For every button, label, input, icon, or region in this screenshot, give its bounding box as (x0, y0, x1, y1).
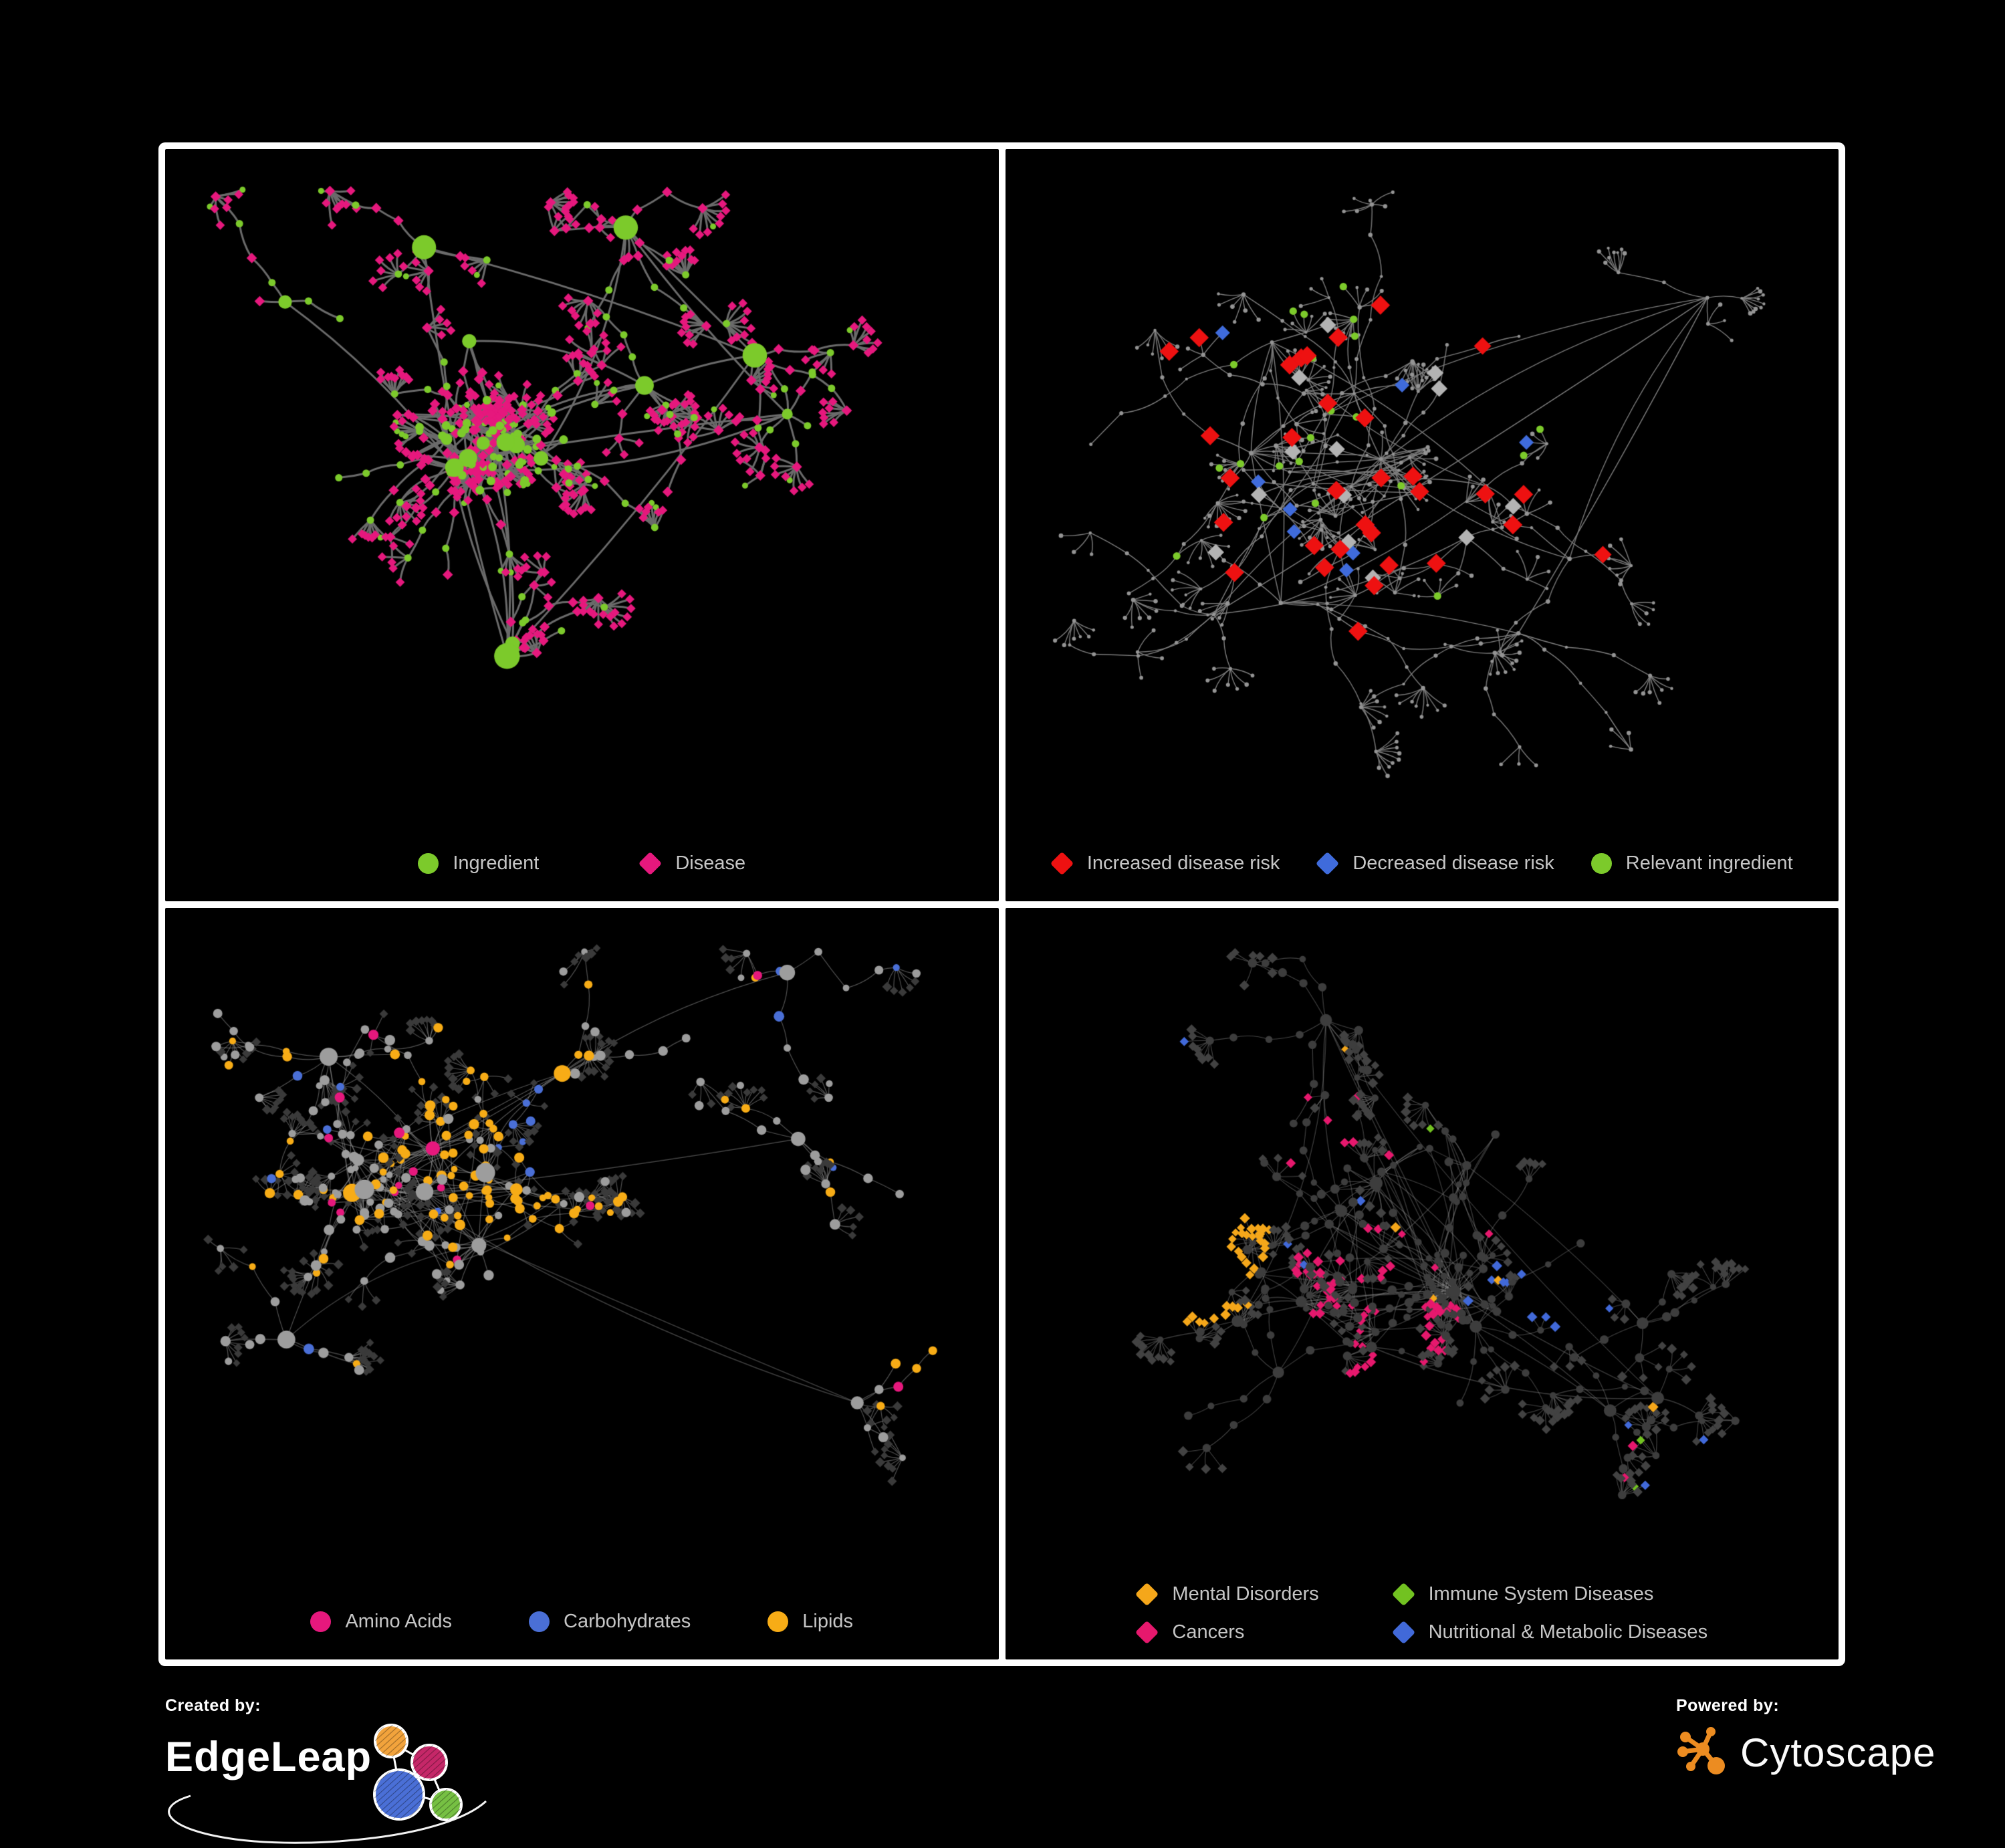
legend-label: Increased disease risk (1086, 852, 1280, 874)
legend-label: Amino Acids (345, 1611, 453, 1632)
legend-label: Cancers (1172, 1621, 1245, 1643)
page-root: { "page": { "background": "#000000", "fr… (158, 142, 1935, 1844)
legend-item-immune-system-diseases: Immune System Diseases (1391, 1582, 1654, 1607)
legend-label: Ingredient (453, 852, 540, 874)
nutrient-class-network-canvas (165, 907, 999, 1659)
legend-item-ingredient: Ingredient (418, 852, 539, 875)
legend-item-nutritional-metabolic-diseases: Nutritional & Metabolic Diseases (1391, 1620, 1708, 1645)
legend-label: Lipids (802, 1611, 854, 1632)
legend-item-cancers: Cancers (1135, 1620, 1245, 1645)
legend-label: Carbohydrates (564, 1611, 691, 1632)
legend-item-mental-disorders: Mental Disorders (1135, 1582, 1319, 1607)
legend-item-disease: Disease (638, 851, 746, 875)
edgeleap-logo-nodes (373, 1724, 463, 1821)
ingredient-disease-network-canvas (165, 149, 999, 901)
panel-disease-classes: Mental Disorders Immune System Diseases Ca… (1005, 907, 1839, 1659)
edgeleap-wordmark: EdgeLeap (165, 1734, 372, 1780)
disease-class-legend: Mental Disorders Immune System Diseases Ca… (1006, 1582, 1839, 1645)
created-by-block: Created by: (165, 1696, 540, 1844)
legend-label: Relevant ingredient (1625, 852, 1793, 874)
nutrient-class-legend: Amino Acids Carbohydrates Lipids (165, 1611, 999, 1633)
disease-class-network-canvas (1005, 907, 1839, 1659)
legend-label: Mental Disorders (1172, 1583, 1319, 1605)
legend-label: Disease (675, 852, 746, 874)
legend-marker-diamond-icon (1135, 1620, 1159, 1645)
disease-risk-legend: Increased disease risk Decreased disease … (1006, 851, 1839, 875)
ingredient-disease-legend: Ingredient Disease (165, 851, 999, 875)
legend-item-increased-disease-risk: Increased disease risk (1050, 851, 1280, 875)
legend-marker-circle-icon (529, 1611, 550, 1632)
powered-by-label: Powered by: (1676, 1696, 1780, 1715)
panel-disease-risk: Increased disease risk Decreased disease … (1005, 149, 1839, 901)
panel-nutrient-classes: Amino Acids Carbohydrates Lipids (165, 907, 999, 1659)
created-by-label: Created by: (165, 1696, 261, 1715)
legend-marker-diamond-icon (1050, 851, 1074, 875)
panels-frame: Ingredient Disease Increased disease risk… (158, 142, 1845, 1666)
legend-item-decreased-disease-risk: Decreased disease risk (1316, 851, 1554, 875)
legend-label: Nutritional & Metabolic Diseases (1428, 1621, 1708, 1643)
legend-item-carbohydrates: Carbohydrates (529, 1611, 691, 1633)
legend-marker-circle-icon (418, 852, 439, 874)
legend-label: Immune System Diseases (1428, 1583, 1654, 1605)
legend-label: Decreased disease risk (1352, 852, 1554, 874)
legend-item-relevant-ingredient: Relevant ingredient (1590, 852, 1793, 875)
legend-marker-circle-icon (310, 1611, 332, 1632)
legend-item-lipids: Lipids (768, 1611, 853, 1633)
legend-item-amino-acids: Amino Acids (310, 1611, 452, 1633)
legend-marker-diamond-icon (1391, 1620, 1415, 1645)
cytoscape-wordmark: Cytoscape (1740, 1730, 1936, 1775)
legend-marker-diamond-icon (638, 851, 663, 875)
legend-marker-diamond-icon (1135, 1582, 1159, 1607)
legend-marker-circle-icon (768, 1611, 789, 1632)
legend-marker-diamond-icon (1391, 1582, 1415, 1607)
legend-marker-circle-icon (1590, 852, 1612, 874)
legend-marker-diamond-icon (1316, 851, 1340, 875)
powered-by-block: Powered by: Cytoscape (1676, 1696, 1935, 1782)
cytoscape-logo (1677, 1727, 1725, 1774)
panel-ingredient-disease: Ingredient Disease (165, 149, 999, 901)
disease-risk-network-canvas (1005, 149, 1839, 901)
